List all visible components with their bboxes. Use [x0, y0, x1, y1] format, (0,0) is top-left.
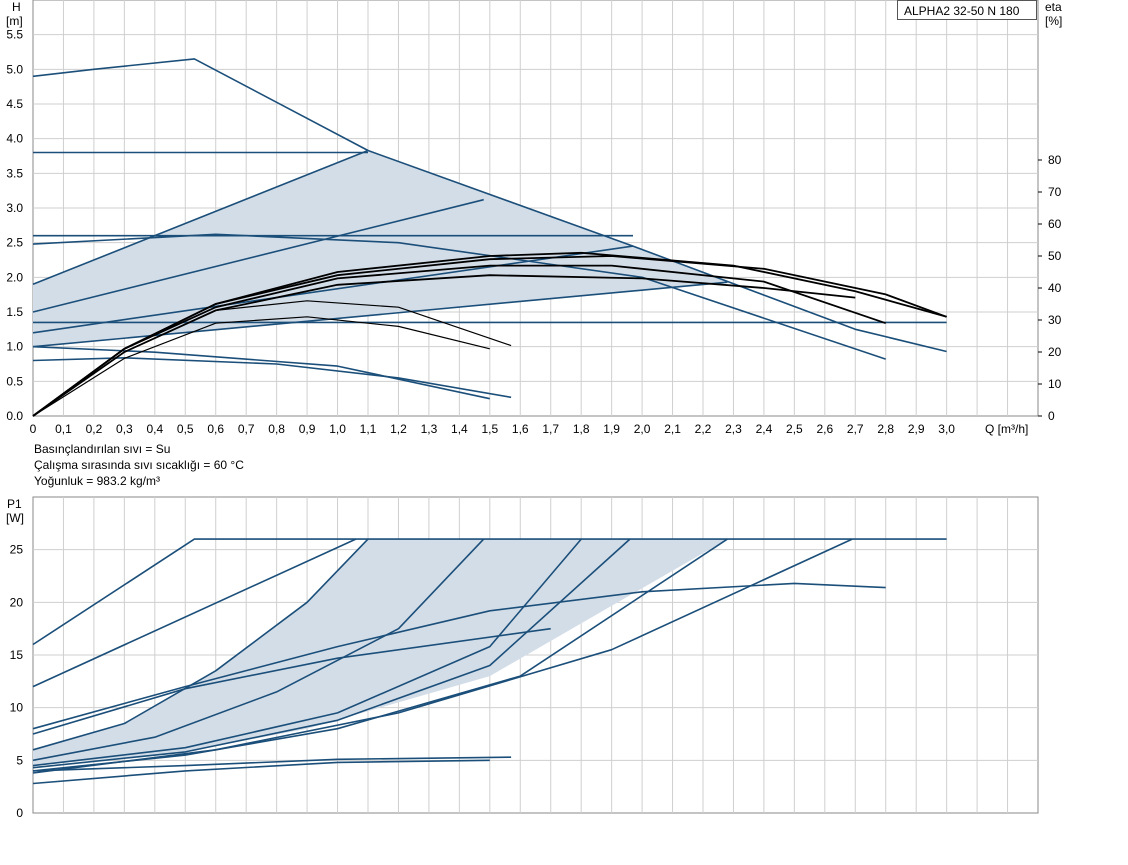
right-tick-label: 80	[1048, 153, 1062, 167]
x-tick-label: 2,2	[695, 422, 712, 436]
pump-curve	[32, 538, 947, 646]
x-tick-label: 2,1	[664, 422, 681, 436]
x-tick-label: 0,5	[177, 422, 194, 436]
right-tick-label: 10	[1048, 377, 1062, 391]
left-tick-label: 0.0	[6, 409, 23, 423]
note-liquid: Basınçlandırılan sıvı = Su	[34, 442, 171, 456]
note-density: Yoğunluk = 983.2 kg/m³	[34, 474, 160, 488]
left-tick-label: 5.5	[6, 28, 23, 42]
right-tick-label: 40	[1048, 281, 1062, 295]
right-tick-label: 50	[1048, 249, 1062, 263]
efficiency-curve	[32, 274, 856, 417]
pump-curve	[32, 245, 634, 334]
x-tick-label: 1,4	[451, 422, 468, 436]
left-tick-label: 15	[10, 648, 24, 662]
x-tick-label: 0,3	[116, 422, 133, 436]
left-tick-label: 10	[10, 701, 24, 715]
x-tick-label: 1,5	[481, 422, 498, 436]
left-tick-label: 0.5	[6, 374, 23, 388]
x-axis-label: Q [m³/h]	[985, 422, 1028, 436]
x-tick-label: 3,0	[938, 422, 955, 436]
x-tick-label: 1,3	[421, 422, 438, 436]
x-tick-label: 2,4	[756, 422, 773, 436]
x-tick-label: 2,5	[786, 422, 803, 436]
right-tick-label: 0	[1048, 409, 1055, 423]
x-tick-label: 2,9	[908, 422, 925, 436]
left-axis-label: H	[12, 0, 21, 14]
left-tick-label: 1.5	[6, 305, 23, 319]
right-tick-label: 70	[1048, 185, 1062, 199]
x-tick-label: 2,8	[877, 422, 894, 436]
left-tick-label: 20	[10, 595, 24, 609]
x-tick-label: 1,7	[542, 422, 559, 436]
x-tick-label: 1,8	[573, 422, 590, 436]
right-tick-label: 20	[1048, 345, 1062, 359]
pump-curve	[32, 538, 485, 762]
x-tick-label: 2,3	[725, 422, 742, 436]
x-tick-label: 1,1	[360, 422, 377, 436]
x-tick-label: 1,6	[512, 422, 529, 436]
x-tick-label: 2,0	[634, 422, 651, 436]
left-tick-label: 25	[10, 543, 24, 557]
pump-curve	[32, 356, 512, 399]
left-tick-label: 4.5	[6, 97, 23, 111]
pump-curve	[32, 538, 357, 688]
x-tick-label: 0	[30, 422, 37, 436]
efficiency-curve	[32, 316, 490, 417]
left-tick-label: 5.0	[6, 62, 23, 76]
pump-curve	[32, 538, 582, 767]
x-tick-label: 0,9	[299, 422, 316, 436]
x-tick-label: 2,6	[816, 422, 833, 436]
pump-curve	[32, 345, 490, 400]
head-chart: 0 10 20 30 40 50 60 70 80 eta[%] 0.0 0.5 1.0 1.5 2.0 2.…	[6, 0, 1062, 436]
pump-curve	[32, 149, 369, 286]
conditions-notes: Basınçlandırılan sıvı = Su Çalışma sıras…	[34, 441, 244, 489]
pump-curve	[32, 756, 512, 772]
left-tick-label: 1.0	[6, 340, 23, 354]
left-tick-label: 2.5	[6, 236, 23, 250]
right-axis-unit: [%]	[1045, 14, 1062, 28]
x-tick-label: 0,2	[86, 422, 103, 436]
left-tick-label: 2.0	[6, 270, 23, 284]
pump-curve	[32, 233, 886, 360]
left-axis-unit: [m]	[6, 14, 23, 28]
x-tick-label: 1,2	[390, 422, 407, 436]
efficiency-curve	[32, 264, 886, 417]
note-temperature: Çalışma sırasında sıvı sıcaklığı = 60 °C	[34, 458, 244, 472]
efficiency-curve	[32, 251, 947, 417]
right-tick-label: 30	[1048, 313, 1062, 327]
x-tick-label: 0,8	[268, 422, 285, 436]
x-tick-label: 2,7	[847, 422, 864, 436]
x-tick-label: 1,9	[603, 422, 620, 436]
left-tick-label: 3.0	[6, 201, 23, 215]
power-chart: 0 5 10 15 20 25 P1[W]	[6, 496, 1039, 820]
model-label: ALPHA2 32-50 N 180	[897, 0, 1037, 20]
x-tick-label: 0,1	[55, 422, 72, 436]
x-tick-label: 0,4	[146, 422, 163, 436]
left-tick-label: 3.5	[6, 166, 23, 180]
left-tick-label: 4.0	[6, 132, 23, 146]
pump-curve	[32, 538, 631, 769]
right-axis-label: eta	[1045, 0, 1062, 14]
x-tick-label: 0,6	[207, 422, 224, 436]
pump-curve	[32, 538, 853, 774]
pump-curve	[32, 198, 484, 313]
x-tick-label: 1,0	[329, 422, 346, 436]
pump-curve	[32, 627, 551, 735]
x-tick-label: 0,7	[238, 422, 255, 436]
left-axis-label: P1	[7, 497, 22, 511]
left-axis-unit: [W]	[6, 511, 24, 525]
pump-curve	[32, 582, 886, 730]
left-tick-label: 0	[16, 806, 23, 820]
pump-curve	[32, 759, 490, 785]
pump-curve	[32, 538, 369, 751]
right-tick-label: 60	[1048, 217, 1062, 231]
left-tick-label: 5	[16, 753, 23, 767]
